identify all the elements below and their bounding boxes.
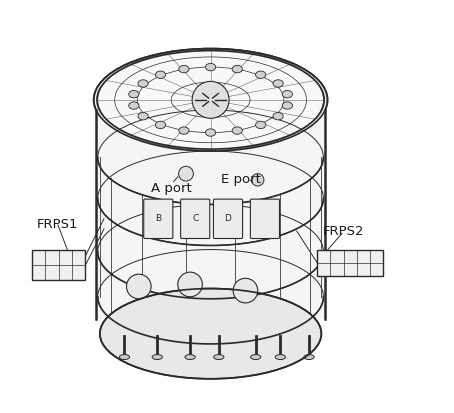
Ellipse shape [128, 102, 139, 109]
Ellipse shape [94, 49, 327, 151]
Ellipse shape [100, 289, 321, 379]
Ellipse shape [282, 90, 292, 98]
Ellipse shape [97, 51, 324, 149]
Text: B: B [155, 214, 161, 223]
Ellipse shape [275, 355, 286, 359]
Text: FRPS2: FRPS2 [323, 225, 365, 237]
Ellipse shape [206, 64, 216, 71]
Ellipse shape [179, 65, 189, 73]
Text: FRPS1: FRPS1 [37, 218, 79, 231]
Ellipse shape [185, 355, 195, 359]
Text: D: D [225, 214, 232, 223]
Circle shape [252, 174, 264, 186]
FancyBboxPatch shape [32, 249, 85, 280]
Ellipse shape [152, 355, 163, 359]
Ellipse shape [206, 129, 216, 136]
Ellipse shape [155, 71, 166, 78]
Ellipse shape [256, 121, 266, 128]
Circle shape [178, 272, 202, 297]
Polygon shape [96, 110, 326, 319]
FancyBboxPatch shape [251, 199, 280, 238]
Circle shape [233, 278, 258, 303]
Ellipse shape [214, 355, 224, 359]
Ellipse shape [273, 112, 283, 120]
FancyBboxPatch shape [144, 199, 173, 238]
Ellipse shape [128, 90, 139, 98]
Ellipse shape [138, 80, 148, 87]
Ellipse shape [273, 80, 283, 87]
Ellipse shape [179, 127, 189, 134]
Circle shape [178, 166, 193, 181]
Ellipse shape [282, 102, 292, 109]
Circle shape [127, 274, 151, 299]
Text: E port: E port [222, 173, 262, 186]
FancyBboxPatch shape [181, 199, 210, 238]
Ellipse shape [155, 121, 166, 128]
Text: A port: A port [151, 182, 192, 195]
Ellipse shape [232, 127, 242, 134]
Ellipse shape [251, 355, 261, 359]
FancyBboxPatch shape [317, 249, 383, 276]
Ellipse shape [232, 65, 242, 73]
Ellipse shape [256, 71, 266, 78]
Text: C: C [192, 214, 198, 223]
Ellipse shape [119, 355, 129, 359]
FancyBboxPatch shape [213, 199, 242, 238]
Ellipse shape [138, 112, 148, 120]
Circle shape [192, 81, 229, 118]
Ellipse shape [304, 355, 314, 359]
